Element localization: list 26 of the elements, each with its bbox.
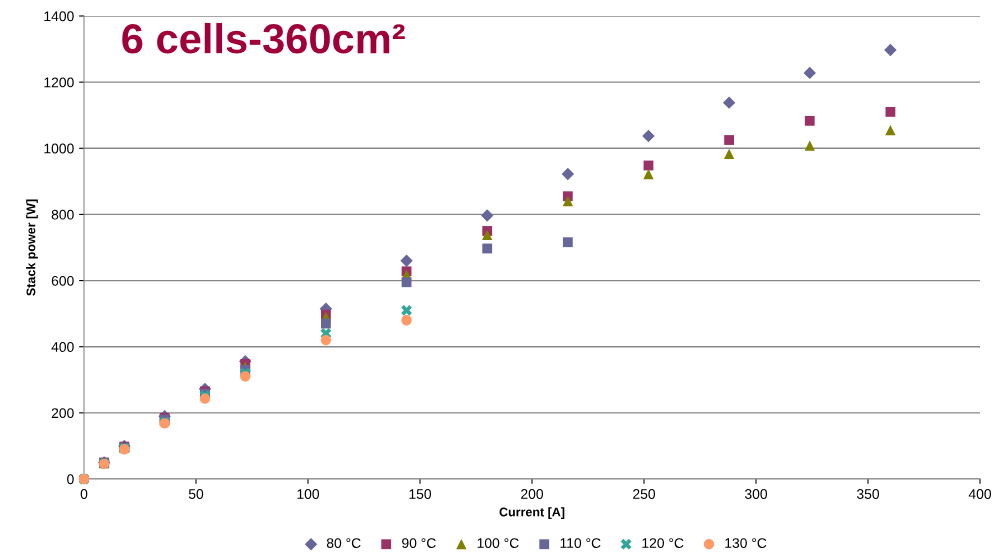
legend-label: 110 °C	[560, 538, 601, 548]
y-tick-label: 600	[51, 275, 74, 286]
y-tick-label: 200	[51, 408, 74, 419]
legend-label: 90 °C	[402, 538, 436, 548]
x-tick-label: 350	[856, 489, 880, 499]
y-axis-title: Stack power [W]	[26, 199, 38, 296]
y-tick-label: 1200	[44, 77, 74, 88]
legend-label: 120 °C	[642, 538, 684, 548]
chart-title: 6 cells-360cm²	[122, 22, 405, 54]
x-tick-label: 400	[968, 489, 992, 499]
y-tick-label: 0	[67, 474, 74, 485]
y-tick-label: 1400	[44, 11, 74, 22]
x-tick-label: 200	[521, 489, 544, 499]
y-tick-label: 800	[51, 209, 74, 220]
x-tick-label: 50	[188, 489, 204, 499]
legend-label: 130 °C	[725, 538, 767, 548]
x-tick-label: 250	[633, 489, 656, 499]
y-tick-label: 400	[51, 342, 74, 352]
x-tick-label: 150	[409, 489, 432, 499]
legend-label: 100 °C	[477, 538, 519, 548]
x-tick-label: 100	[297, 489, 320, 499]
x-tick-label: 300	[744, 489, 768, 499]
y-tick-label: 1000	[44, 143, 74, 154]
x-tick-label: 0	[80, 489, 88, 499]
x-axis-title: Current [A]	[499, 507, 565, 519]
legend-label: 80 °C	[326, 538, 361, 548]
